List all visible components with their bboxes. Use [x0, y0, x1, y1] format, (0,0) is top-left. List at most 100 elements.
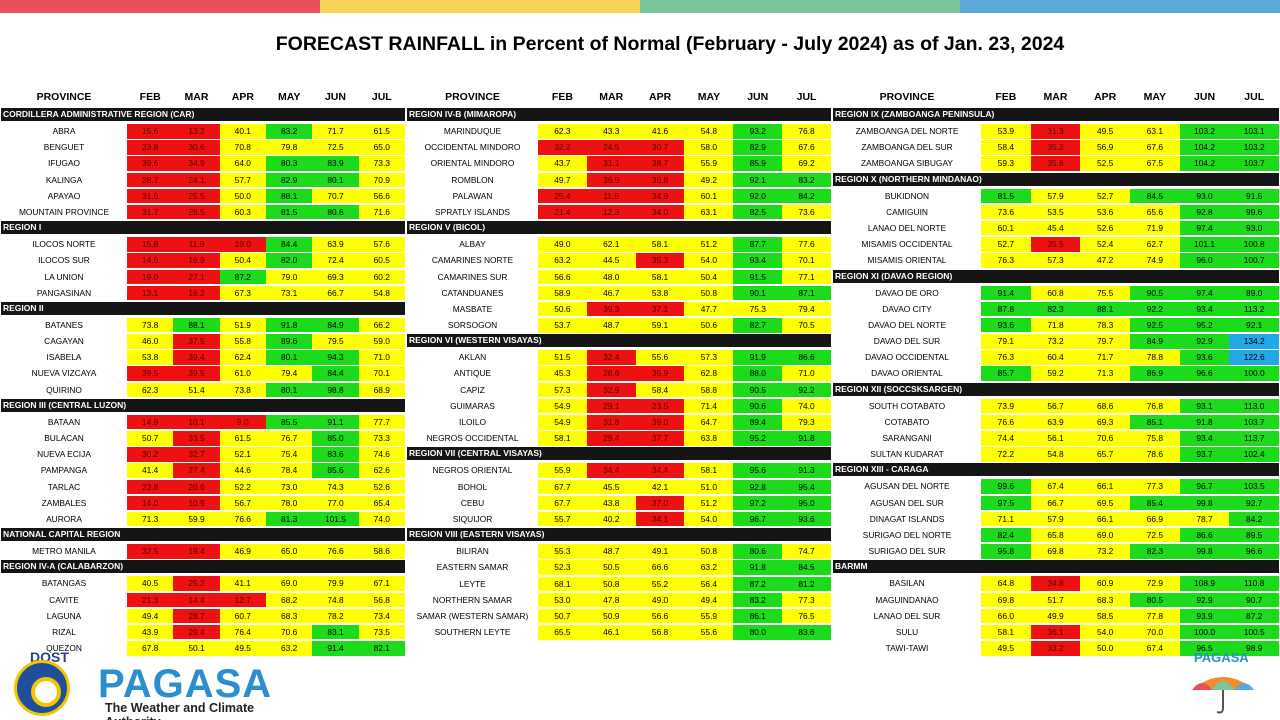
- value-cell-feb: 54.9: [538, 398, 587, 414]
- value-cell-may: 85.1: [1130, 414, 1180, 430]
- value-cell-may: 71.9: [1130, 220, 1180, 236]
- table-row: BATAAN 14.9 10.1 9.0 85.5 91.1 77.7: [1, 414, 405, 430]
- table-row: PAMPANGA 41.4 27.4 44.6 78.4 85.6 62.6: [1, 463, 405, 478]
- value-cell-mar: 36.9: [586, 172, 636, 188]
- value-cell-jul: 74.7: [782, 544, 831, 559]
- value-cell-may: 84.4: [265, 237, 313, 252]
- value-cell-may: 66.9: [1130, 511, 1180, 527]
- value-cell-mar: 40.2: [586, 511, 636, 527]
- value-cell-may: 51.2: [684, 495, 734, 511]
- value-cell-jun: 92.9: [1179, 334, 1230, 349]
- value-cell-mar: 28.6: [586, 366, 636, 381]
- value-cell-apr: 37.1: [635, 301, 685, 317]
- value-cell-jun: 101.1: [1179, 237, 1230, 252]
- province-name: SAMAR (WESTERN SAMAR): [416, 610, 529, 621]
- value-cell-apr: 58.1: [635, 269, 685, 284]
- province-name: PAMPANGA: [40, 465, 88, 476]
- value-cell-jul: 58.6: [358, 544, 405, 559]
- value-cell-feb: 31.6: [127, 188, 174, 204]
- value-cell-mar: 27.1: [173, 269, 220, 284]
- value-cell-jul: 103.1: [1229, 124, 1280, 139]
- value-cell-jul: 95.4: [782, 479, 831, 495]
- value-cell-mar: 27.4: [173, 463, 220, 478]
- value-cell-jun: 99.8: [1179, 495, 1230, 511]
- value-cell-feb: 76.3: [981, 253, 1031, 268]
- province-name: ZAMBOANGA DEL NORTE: [855, 126, 959, 136]
- value-cell-feb: 49.4: [127, 608, 174, 624]
- table-row: METRO MANILA 32.5 19.4 46.9 65.0 76.6 58.6: [1, 544, 405, 559]
- table-column-3: PROVINCE FEB MAR APR MAY JUN JUL REGION IX (ZAM…: [833, 88, 1280, 657]
- value-cells: 73.6 53.5 53.6 65.6 92.8 99.6: [981, 204, 1280, 220]
- month-header-apr: APR: [1094, 91, 1117, 103]
- value-cell-jul: 92.2: [782, 382, 831, 398]
- value-cell-mar: 25.2: [173, 576, 220, 591]
- province-name: LEYTE: [459, 578, 486, 589]
- province-name: BATANES: [45, 319, 83, 330]
- value-cell-jun: 93.2: [733, 124, 783, 139]
- value-cell-apr: 87.2: [219, 269, 266, 284]
- value-cell-jun: 93.4: [733, 253, 783, 268]
- value-cell-feb: 73.9: [981, 398, 1031, 414]
- value-cell-jul: 77.1: [782, 269, 831, 284]
- value-cell-may: 81.5: [265, 204, 313, 220]
- value-cells: 81.5 57.9 52.7 84.5 93.0 91.5: [981, 188, 1280, 204]
- value-cell-jun: 94.3: [312, 350, 359, 365]
- province-name: DAVAO DE ORO: [875, 287, 939, 298]
- value-cell-apr: 23.5: [635, 398, 685, 414]
- value-cells: 63.2 44.5 35.3 54.0 93.4 70.1: [538, 253, 831, 268]
- month-header-jun: JUN: [324, 91, 346, 103]
- value-cell-jun: 108.9: [1179, 576, 1230, 591]
- value-cell-feb: 91.4: [981, 285, 1031, 300]
- table-row: DAVAO CITY 87.8 82.3 88.1 92.2 93.4 113.2: [833, 301, 1280, 317]
- value-cell-mar: 35.6: [1030, 156, 1081, 171]
- value-cells: 13.1 16.2 67.3 73.1 66.7 54.8: [127, 285, 405, 301]
- value-cell-may: 71.4: [684, 398, 734, 414]
- value-cell-feb: 85.7: [981, 366, 1031, 381]
- value-cell-jun: 93.7: [1179, 447, 1230, 462]
- value-cells: 93.6 71.8 78.3 92.5 95.2 92.1: [981, 317, 1280, 333]
- value-cell-jun: 96.0: [1179, 253, 1230, 268]
- value-cell-apr: 52.1: [219, 447, 266, 462]
- value-cells: 14.0 10.9 56.7 78.0 77.0 65.4: [127, 495, 405, 511]
- value-cell-apr: 42.1: [635, 479, 685, 495]
- province-name: BULACAN: [44, 433, 84, 443]
- value-cell-may: 56.4: [684, 576, 734, 591]
- value-cell-jun: 69.3: [312, 269, 359, 284]
- value-cell-may: 75.4: [265, 447, 313, 462]
- value-cell-mar: 67.4: [1030, 479, 1081, 494]
- value-cell-apr: 70.8: [219, 140, 266, 155]
- value-cells: 67.8 50.1 49.5 63.2 91.4 82.1: [127, 641, 405, 656]
- value-cell-feb: 53.9: [981, 124, 1031, 139]
- value-cells: 54.9 31.8 39.0 64.7 89.4 79.3: [538, 415, 831, 430]
- value-cell-apr: 58.5: [1080, 608, 1131, 624]
- value-cell-jun: 91.5: [733, 269, 783, 284]
- value-cells: 54.9 29.1 23.5 71.4 90.6 74.0: [538, 398, 831, 414]
- value-cell-mar: 32.7: [173, 447, 220, 462]
- table-row: SORSOGON 53.7 48.7 59.1 50.6 82.7 70.5: [407, 318, 831, 333]
- value-cell-mar: 49.9: [1030, 608, 1081, 624]
- value-cell-apr: 68.6: [1080, 398, 1131, 414]
- value-cell-jul: 103.5: [1229, 479, 1280, 494]
- value-cell-apr: 71.7: [1080, 350, 1131, 365]
- value-cell-jun: 90.6: [733, 398, 783, 414]
- value-cell-may: 92.5: [1130, 317, 1180, 333]
- value-cell-may: 51.2: [684, 237, 734, 252]
- value-cell-feb: 67.8: [127, 641, 174, 656]
- value-cell-jun: 74.3: [312, 479, 359, 495]
- table-row: AKLAN 51.5 32.4 55.6 57.3 91.9 86.6: [407, 350, 831, 365]
- value-cell-apr: 36.8: [635, 172, 685, 188]
- province-name: QUEZON: [46, 643, 82, 654]
- value-cells: 72.2 54.8 65.7 78.6 93.7 102.4: [981, 447, 1280, 462]
- value-cell-mar: 34.4: [586, 463, 636, 478]
- value-cell-jul: 89.0: [1229, 285, 1280, 300]
- value-cell-may: 86.9: [1130, 366, 1180, 381]
- value-cell-jun: 95.2: [1179, 317, 1230, 333]
- value-cell-jul: 73.3: [358, 156, 405, 171]
- value-cell-apr: 60.9: [1080, 576, 1131, 591]
- value-cell-jul: 73.5: [358, 624, 405, 640]
- value-cell-jul: 103.2: [1229, 140, 1280, 155]
- column-header-row: PROVINCE FEB MAR APR MAY JUN JUL: [833, 88, 1279, 106]
- table-row: AGUSAN DEL NORTE 99.6 67.4 66.1 77.3 96.7 103.…: [833, 479, 1280, 494]
- value-cell-feb: 23.8: [127, 479, 174, 495]
- province-name: ILOCOS NORTE: [32, 239, 96, 250]
